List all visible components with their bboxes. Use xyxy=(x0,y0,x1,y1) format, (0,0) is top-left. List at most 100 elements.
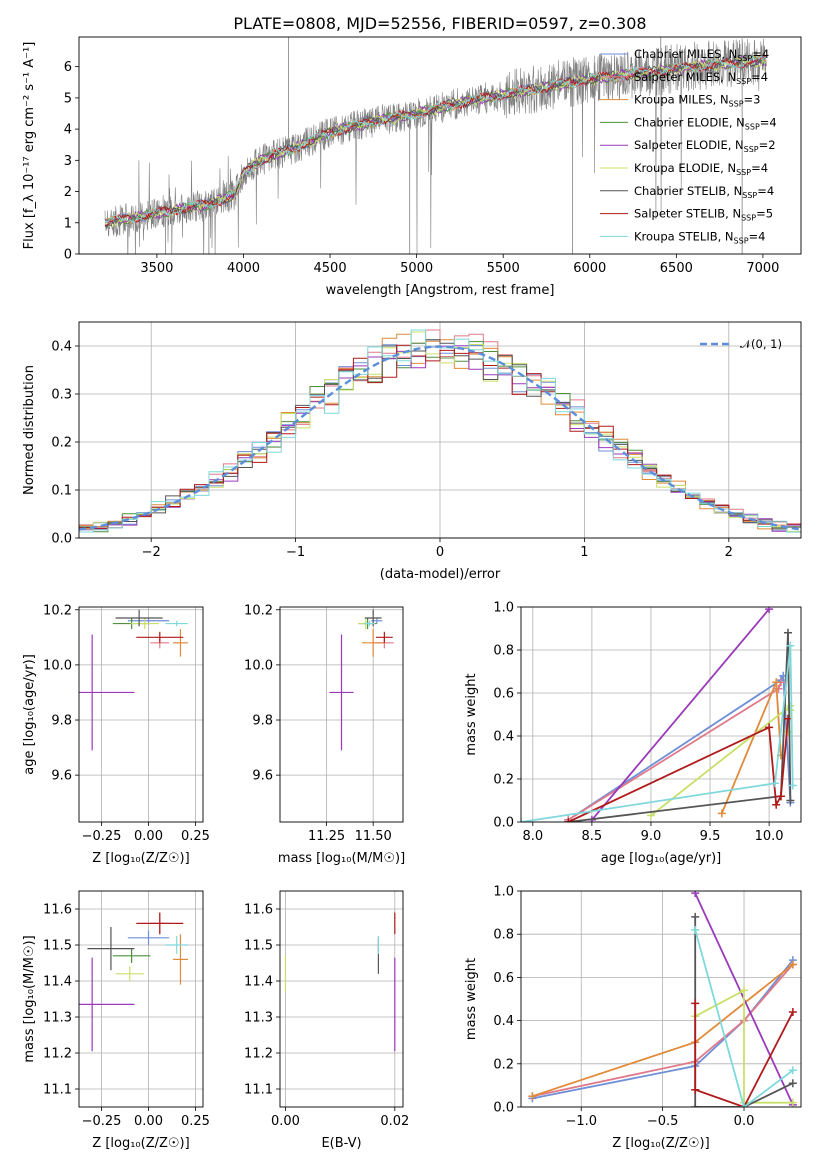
legend-entry-chabrier_elodie: Chabrier ELODIE, NSSP=4 xyxy=(634,115,777,131)
y-tick-label: 11.3 xyxy=(244,1011,273,1026)
gaussian-curve xyxy=(79,345,801,531)
chart-title: PLATE=0808, MJD=52556, FIBERID=0597, z=0… xyxy=(233,14,646,33)
legend-label: Chabrier STELIB, N xyxy=(634,184,742,198)
model-kroupa_stelib-line xyxy=(104,53,766,224)
x-tick-label: −1 xyxy=(286,545,305,560)
y-tick-label: 2 xyxy=(64,185,72,200)
series-kroupa_stelib-marker xyxy=(788,1066,797,1075)
legend-entry-salpeter_stelib: Salpeter STELIB, NSSP=5 xyxy=(634,207,773,223)
y-axis-label: mass weight xyxy=(464,958,479,1040)
y-tick-label: 1.0 xyxy=(493,885,514,900)
y-tick-label: 10.0 xyxy=(244,658,273,673)
x-tick-label: 0.02 xyxy=(380,1114,409,1129)
legend-subscript: SSP xyxy=(734,236,749,245)
legend-label: Salpeter STELIB, N xyxy=(634,207,741,221)
plot-area xyxy=(528,891,797,1107)
axes-frame xyxy=(279,606,404,823)
plot-area xyxy=(521,607,797,822)
legend-entry-kroupa_elodie: Kroupa ELODIE, NSSP=4 xyxy=(634,161,768,177)
series-kroupa_stelib-marker xyxy=(691,925,700,934)
errorbar-point-kroupa_stelib xyxy=(363,620,376,627)
gauss-legend-label: 𝒩(0, 1) xyxy=(740,337,782,351)
y-axis-label: mass [log₁₀(M/M☉)] xyxy=(22,935,37,1062)
y-tick-label: 1 xyxy=(64,216,72,231)
spectrum-line xyxy=(104,37,767,254)
y-tick-label: 9.6 xyxy=(51,769,72,784)
series-salpeter_stelib-line xyxy=(694,1003,794,1107)
legend-entry-chabrier_stelib: Chabrier STELIB, NSSP=4 xyxy=(634,184,774,200)
series-chabrier_stelib-line xyxy=(568,632,792,822)
x-axis-label: Z [log₁₀(Z/Z☉)] xyxy=(612,1136,709,1151)
series-salpeter_stelib-marker xyxy=(564,818,573,822)
plot-area xyxy=(79,609,188,751)
series-salpeter_stelib-marker xyxy=(776,792,785,801)
age-vs-metallicity-panel: −0.25 0.00 0.25 9.6 9.8 10.0 10.2 Z [log₁₀(Z/Z☉… xyxy=(22,603,210,866)
age-vs-mass-panel: 11.25 11.50 9.6 9.8 10.0 10.2 mass [log₁₀(M/M☉… xyxy=(244,603,405,866)
errorbar-point-salpeter_elodie xyxy=(79,957,135,1052)
y-tick-label: 11.6 xyxy=(43,903,72,918)
series-chabrier_stelib-marker xyxy=(691,912,700,921)
series-kroupa_miles-marker xyxy=(788,960,797,969)
y-tick-label: 11.4 xyxy=(244,975,273,990)
x-tick-label: 11.25 xyxy=(308,829,345,844)
legend-suffix: =4 xyxy=(749,229,766,243)
x-tick-label: 9.0 xyxy=(641,829,662,844)
x-tick-label: 4500 xyxy=(314,261,347,276)
series-kroupa_stelib-marker xyxy=(788,781,797,790)
legend-entry-kroupa_miles: Kroupa MILES, NSSP=3 xyxy=(634,93,760,109)
y-tick-label: 0.4 xyxy=(493,1014,514,1029)
hist-chabrier_stelib xyxy=(79,339,801,530)
y-tick-label: 0.2 xyxy=(51,436,72,451)
x-tick-label: 2 xyxy=(725,545,733,560)
x-tick-label: 0.00 xyxy=(271,1114,300,1129)
massweight-vs-metallicity-panel: −1.0 −0.5 0.0 0.0 0.2 0.4 0.6 0.8 1.0 Z [log₁₀(Z/… xyxy=(464,885,802,1151)
axes-frame xyxy=(520,890,802,1108)
legend-suffix: =5 xyxy=(756,207,773,221)
series-kroupa_stelib-marker xyxy=(771,779,780,788)
spectrum-panel: 3500 4000 4500 5000 5500 6000 6500 7000 0 1 2 3 4 5 6 w… xyxy=(22,36,802,298)
errorbar-point-kroupa_elodie xyxy=(130,618,159,630)
y-tick-label: 11.2 xyxy=(43,1047,72,1062)
model-chabrier_stelib-line xyxy=(104,56,766,229)
x-tick-label: 0.00 xyxy=(134,829,163,844)
x-tick-label: 6500 xyxy=(660,261,693,276)
massweight-vs-age-panel: 8.0 8.5 9.0 9.5 10.0 0.0 0.2 0.4 0.6 0.8 1.0 age [l… xyxy=(464,601,802,866)
residual-histogram-panel: −2 −1 0 1 2 0.0 0.1 0.2 0.3 0.4 (data-model)/error… xyxy=(22,321,802,582)
series-kroupa_stelib-marker xyxy=(740,1103,749,1107)
errorbar-point-chabrier_miles xyxy=(127,618,170,624)
errorbar-point-kroupa_stelib xyxy=(165,936,188,954)
series-salpeter_stelib-marker xyxy=(772,800,781,809)
legend-label: Chabrier MILES, N xyxy=(634,47,737,61)
x-tick-label: −0.5 xyxy=(647,1114,679,1129)
x-tick-label: 0.0 xyxy=(734,1114,755,1129)
y-axis-label: Flux [f_λ 10⁻¹⁷ erg cm⁻² s⁻¹ A⁻¹] xyxy=(22,42,37,250)
series-salpeter_stelib-marker xyxy=(691,999,700,1008)
legend-subscript: SSP xyxy=(744,145,759,154)
mass-vs-metallicity-panel: −0.25 0.00 0.25 11.1 11.2 11.3 11.4 11.5 11.6 Z [… xyxy=(22,890,210,1151)
plot-area xyxy=(329,609,394,751)
x-tick-label: −2 xyxy=(142,545,161,560)
errorbar-point-kroupa_miles xyxy=(172,629,188,657)
x-axis-label: Z [log₁₀(Z/Z☉)] xyxy=(92,851,189,866)
x-tick-label: 0 xyxy=(436,545,444,560)
series-chabrier_stelib-marker xyxy=(788,1079,797,1088)
errorbar-point-kroupa_stelib xyxy=(165,620,188,627)
legend-label: Kroupa STELIB, N xyxy=(634,229,734,243)
legend-subscript: SSP xyxy=(741,214,756,223)
y-tick-label: 0.6 xyxy=(493,971,514,986)
y-tick-label: 3 xyxy=(64,154,72,169)
y-tick-label: 9.8 xyxy=(51,714,72,729)
legend-suffix: =2 xyxy=(759,138,776,152)
y-tick-label: 0.8 xyxy=(493,928,514,943)
series-kroupa_miles-marker xyxy=(528,1092,537,1101)
series-kroupa_elodie-marker xyxy=(740,986,749,995)
errorbar-point-chabrier_elodie xyxy=(112,948,151,963)
legend-subscript: SSP xyxy=(736,168,751,177)
errorbar-point-salpeter_elodie xyxy=(329,634,354,751)
y-tick-label: 0 xyxy=(64,248,72,263)
y-tick-label: 0.6 xyxy=(493,687,514,702)
errorbar-point-chabrier_stelib xyxy=(87,927,135,971)
y-tick-label: 5 xyxy=(64,91,72,106)
y-axis-label: age [log₁₀(age/yr)] xyxy=(22,654,37,775)
